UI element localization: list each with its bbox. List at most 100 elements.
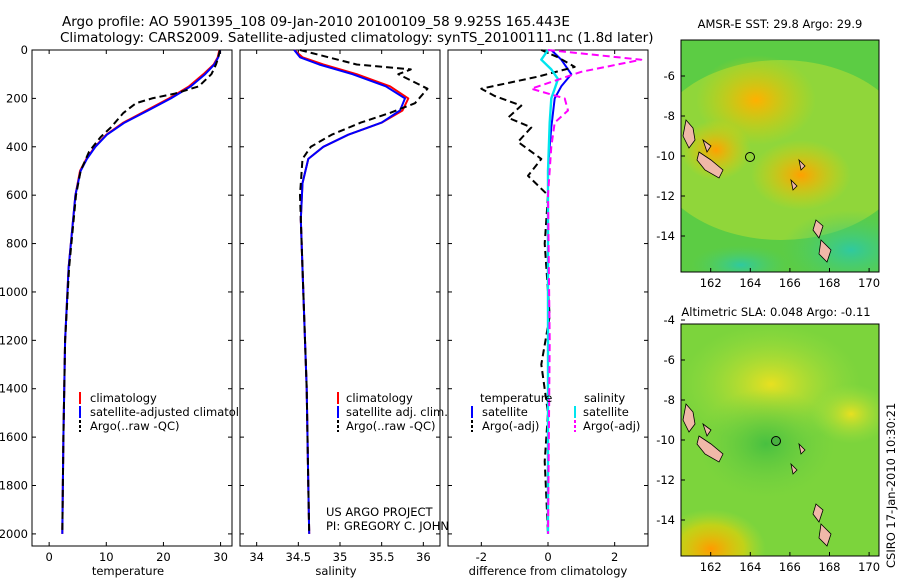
depth-axis: 0 200 400 600 800 1000 1200 1400 1600 1800 2000 — [0, 43, 28, 541]
island — [818, 239, 832, 263]
legend-satellite: satellite adj. clim. — [346, 405, 448, 419]
sst-field — [681, 40, 879, 272]
island — [702, 422, 712, 437]
sst-warm-core-2 — [751, 140, 851, 210]
temperature-plot-frame — [31, 49, 233, 547]
island — [682, 403, 696, 433]
sst-map: AMSR-E SST: 29.8 Argo: 29.9 162 164 166 168… — [656, 17, 880, 290]
map-x-tick-label: 166 — [779, 276, 801, 290]
x-tick-label: 35 — [333, 550, 348, 564]
map-y-tick-label: -10 — [656, 149, 675, 163]
project-line-2: PI: GREGORY C. JOHNSON — [326, 519, 474, 533]
legend-sal-satellite: satellite — [583, 405, 629, 419]
legend-climatology: climatology — [346, 391, 413, 405]
x-tick-label: 36 — [416, 550, 431, 564]
legend-argo: Argo(..raw -QC) — [90, 419, 180, 433]
salinity-series — [293, 49, 429, 534]
series-line-salinity-argo — [530, 49, 643, 534]
island — [682, 119, 696, 149]
sla-map-axes: 162 164 166 168 170 -4 -6 -8 -10 -12 -14 — [656, 313, 880, 574]
x-tick-label: -2 — [476, 550, 487, 564]
difference-x-axis: -2 0 2 — [476, 50, 618, 564]
map-y-tick-label: -14 — [656, 513, 675, 527]
map-x-tick-label: 162 — [700, 276, 722, 290]
salinity-plot-frame — [239, 49, 441, 547]
sst-cool-south — [691, 245, 791, 272]
map-y-tick-label: -6 — [664, 69, 675, 83]
x-tick-label: 0 — [45, 550, 52, 564]
legend-temp-satellite: satellite — [482, 405, 528, 419]
temperature-series — [61, 49, 221, 534]
island — [798, 158, 806, 171]
salinity-x-axis: 34 34.5 35 35.5 36 — [249, 50, 431, 564]
y-tick-label: 1200 — [0, 333, 28, 347]
salinity-legend: climatology satellite adj. clim. Argo(..… — [337, 391, 448, 433]
map-x-tick-label: 170 — [858, 276, 880, 290]
argo-float-marker — [745, 152, 755, 162]
map-x-tick-label: 168 — [819, 560, 841, 574]
sst-islands — [682, 119, 832, 263]
map-x-tick-label: 166 — [779, 560, 801, 574]
map-x-tick-label: 164 — [739, 560, 761, 574]
x-tick-label: 10 — [99, 550, 114, 564]
map-y-tick-label: -10 — [656, 433, 675, 447]
temperature-panel: 0 200 400 600 800 1000 1200 1400 1600 1800 2000 0 1… — [0, 43, 260, 578]
x-tick-label: 34.5 — [286, 550, 312, 564]
project-line-1: US ARGO PROJECT — [326, 505, 434, 519]
y-tick-label: 1400 — [0, 382, 28, 396]
difference-panel: -2 0 2 difference from climatology tempera… — [447, 49, 649, 578]
difference-xlabel: difference from climatology — [469, 564, 628, 578]
x-tick-label: 34 — [249, 550, 264, 564]
legend-temperature-heading: temperature — [480, 391, 552, 405]
y-tick-label: 1000 — [0, 285, 28, 299]
x-tick-label: 2 — [611, 550, 618, 564]
map-x-tick-label: 170 — [858, 560, 880, 574]
series-line-argo — [61, 49, 221, 534]
island — [818, 523, 832, 547]
sst-map-title: AMSR-E SST: 29.8 Argo: 29.9 — [698, 17, 863, 31]
sst-map-axes: 162 164 166 168 170 -6 -8 -10 -12 -14 — [656, 69, 880, 290]
island — [790, 178, 798, 191]
island — [798, 442, 806, 455]
y-tick-label: 200 — [6, 91, 28, 105]
y-tick-label: 1600 — [0, 430, 28, 444]
legend-salinity-heading: salinity — [584, 391, 625, 405]
header-line-2: Climatology: CARS2009. Satellite-adjuste… — [60, 30, 653, 46]
temperature-legend: climatology satellite-adjusted climatolo… — [79, 391, 260, 433]
island — [702, 138, 712, 153]
sst-cool-region — [781, 210, 879, 272]
series-line-argo — [299, 49, 429, 534]
map-x-tick-label: 162 — [700, 560, 722, 574]
temperature-xlabel: temperature — [92, 564, 164, 578]
salinity-xlabel: salinity — [315, 564, 356, 578]
sla-map-title: Altimetric SLA: 0.048 Argo: -0.11 — [681, 305, 870, 319]
x-tick-label: 35.5 — [369, 550, 395, 564]
difference-series — [480, 49, 643, 534]
y-tick-label: 1800 — [0, 479, 28, 493]
sla-high-east — [811, 384, 879, 444]
sla-low-region — [696, 389, 836, 499]
y-tick-label: 400 — [6, 140, 28, 154]
y-tick-label: 0 — [21, 43, 28, 57]
sla-warm-corner — [681, 509, 766, 556]
map-y-tick-label: -4 — [664, 313, 675, 327]
legend-satellite: satellite-adjusted climatology — [90, 405, 260, 419]
salinity-panel: 34 34.5 35 35.5 36 salinity climatology sate… — [239, 49, 474, 578]
temperature-x-axis: 0 10 20 30 — [45, 50, 228, 564]
argo-float-marker — [771, 436, 781, 446]
island — [790, 462, 798, 475]
legend-climatology: climatology — [90, 391, 157, 405]
sla-field — [681, 324, 879, 556]
y-tick-label: 2000 — [0, 527, 28, 541]
legend-argo: Argo(..raw -QC) — [346, 419, 436, 433]
map-y-tick-label: -12 — [656, 189, 675, 203]
legend-sal-argo: Argo(-adj) — [583, 419, 640, 433]
x-tick-label: 0 — [544, 550, 551, 564]
timestamp-label: CSIRO 17-Jan-2010 10:30:21 — [884, 403, 898, 568]
island — [812, 503, 824, 523]
map-y-tick-label: -6 — [664, 353, 675, 367]
sst-warm-core-3 — [681, 120, 751, 180]
map-y-tick-label: -12 — [656, 473, 675, 487]
y-tick-label: 600 — [6, 188, 28, 202]
